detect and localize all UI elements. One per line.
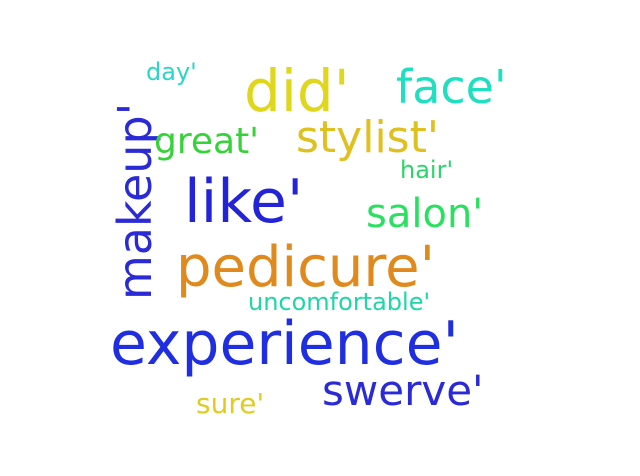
word-face: face'	[396, 60, 507, 114]
word-makeup: makeup'	[108, 102, 162, 300]
word-swerve: swerve'	[322, 366, 484, 415]
word-sure: sure'	[196, 387, 265, 420]
word-great: great'	[154, 121, 260, 162]
word-day: day'	[146, 58, 197, 86]
word-salon: salon'	[366, 191, 484, 237]
word-stylist: stylist'	[296, 112, 439, 163]
word-experience: experience'	[110, 309, 460, 379]
word-pedicure: pedicure'	[176, 235, 436, 300]
word-uncomfortable: uncomfortable'	[248, 288, 431, 316]
word-did: did'	[244, 57, 350, 125]
word-hair: hair'	[400, 156, 454, 184]
word-like: like'	[184, 167, 304, 237]
